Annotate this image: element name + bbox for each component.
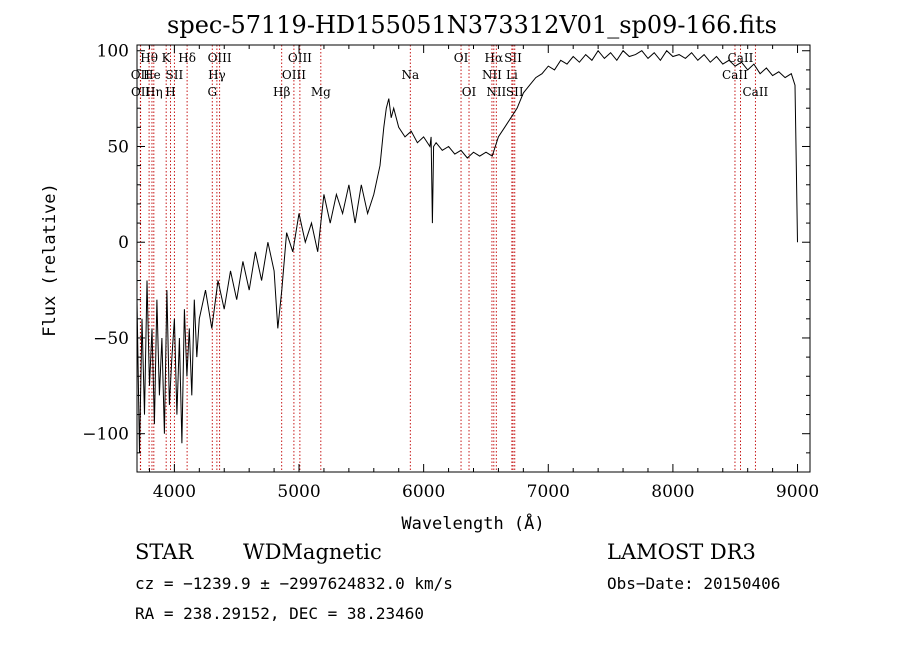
chart-title: spec-57119-HD155051N373312V01_sp09-166.f… <box>167 11 777 39</box>
spectral-line-label: NII <box>486 85 506 99</box>
object-type: STAR <box>135 540 194 564</box>
flux-line <box>136 49 798 453</box>
y-tick-label: −100 <box>82 425 129 445</box>
observation-date: Obs−Date: 20150406 <box>607 574 780 593</box>
spectral-line-label: Hβ <box>273 85 290 99</box>
spectral-line-label: Mg <box>311 85 331 99</box>
redshift-info: cz = −1239.9 ± −2997624832.0 km/s <box>135 574 453 593</box>
spectral-line-label: CaII <box>742 85 768 99</box>
spectral-line-label: Hα <box>485 51 504 65</box>
y-tick-label: 0 <box>118 233 129 253</box>
spectral-line-label: Hγ <box>208 68 226 82</box>
y-tick-label: 100 <box>97 42 129 62</box>
x-tick-label: 9000 <box>776 482 819 502</box>
axes <box>136 44 811 473</box>
spectral-line-label: SII <box>166 68 184 82</box>
spectral-line-label: NII <box>482 68 502 82</box>
spectral-line-label: OI <box>462 85 477 99</box>
spectral-line-label: He <box>143 68 161 82</box>
object-subclass: WDMagnetic <box>243 540 382 564</box>
x-tick-label: 5000 <box>277 482 320 502</box>
spectral-line-label: Na <box>401 68 419 82</box>
spectral-line-label: SII <box>504 51 522 65</box>
y-tick-label: −50 <box>93 329 129 349</box>
spectral-line-label: OII <box>131 85 151 99</box>
spectral-line-label: SII <box>506 85 524 99</box>
spectral-line-label: Hδ <box>178 51 196 65</box>
spectral-line-label: G <box>207 85 217 99</box>
y-tick-label: 50 <box>107 137 129 157</box>
spectrum-series <box>136 49 798 453</box>
survey-name: LAMOST DR3 <box>607 540 756 564</box>
spectral-line-label: K <box>162 51 172 65</box>
y-ticks: −100 −50 0 50 100 <box>82 42 810 454</box>
spectral-line-label: Li <box>506 68 518 82</box>
spectral-line-label: OIII <box>208 51 232 65</box>
x-tick-label: 8000 <box>651 482 694 502</box>
spectral-line-label: CaII <box>728 51 754 65</box>
y-axis-label: Flux (relative) <box>40 183 60 337</box>
spectral-line-label: H <box>165 85 175 99</box>
spectral-line-label: OIII <box>282 68 306 82</box>
spectral-line-label: CaII <box>722 68 748 82</box>
plot-frame <box>136 44 811 473</box>
spectral-line-label: OIII <box>288 51 312 65</box>
x-ticks: 4000 5000 6000 7000 8000 9000 <box>148 45 819 502</box>
x-axis-label: Wavelength (Å) <box>401 512 544 534</box>
spectral-line-label: Hη <box>145 85 163 99</box>
spectral-line-label: OI <box>454 51 469 65</box>
x-tick-label: 6000 <box>402 482 445 502</box>
x-tick-label: 4000 <box>153 482 196 502</box>
spectral-line-label: Hθ <box>140 51 158 65</box>
spectral-line-label: OII <box>131 68 151 82</box>
coordinates: RA = 238.29152, DEC = 38.23460 <box>135 604 424 623</box>
x-tick-label: 7000 <box>527 482 570 502</box>
